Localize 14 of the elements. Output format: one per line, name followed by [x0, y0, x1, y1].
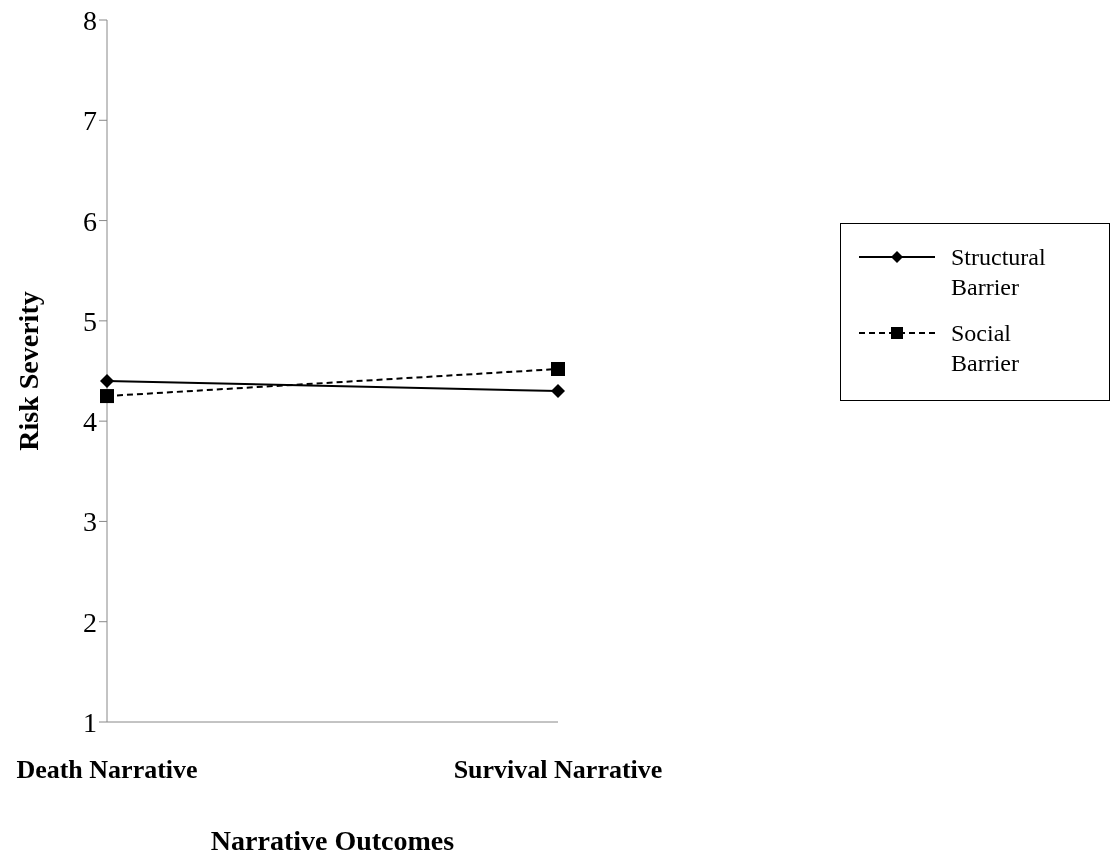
x-tick-label: Death Narrative	[16, 755, 198, 785]
y-tick-label: 2	[83, 606, 97, 638]
y-axis-title: Risk Severity	[12, 291, 44, 451]
y-tick-label: 4	[83, 406, 97, 438]
y-tick-label: 6	[83, 205, 97, 237]
y-tick-label: 1	[83, 706, 97, 738]
x-axis-title: Narrative Outcomes	[210, 825, 455, 856]
legend-label: Social Barrier	[951, 319, 1019, 378]
x-tick-label: Survival Narrative	[453, 755, 663, 785]
legend-label: Structural Barrier	[951, 243, 1046, 302]
y-tick-label: 3	[83, 506, 97, 538]
y-tick-label: 8	[83, 4, 97, 36]
y-tick-label: 7	[83, 105, 97, 137]
y-tick-label: 5	[83, 305, 97, 337]
